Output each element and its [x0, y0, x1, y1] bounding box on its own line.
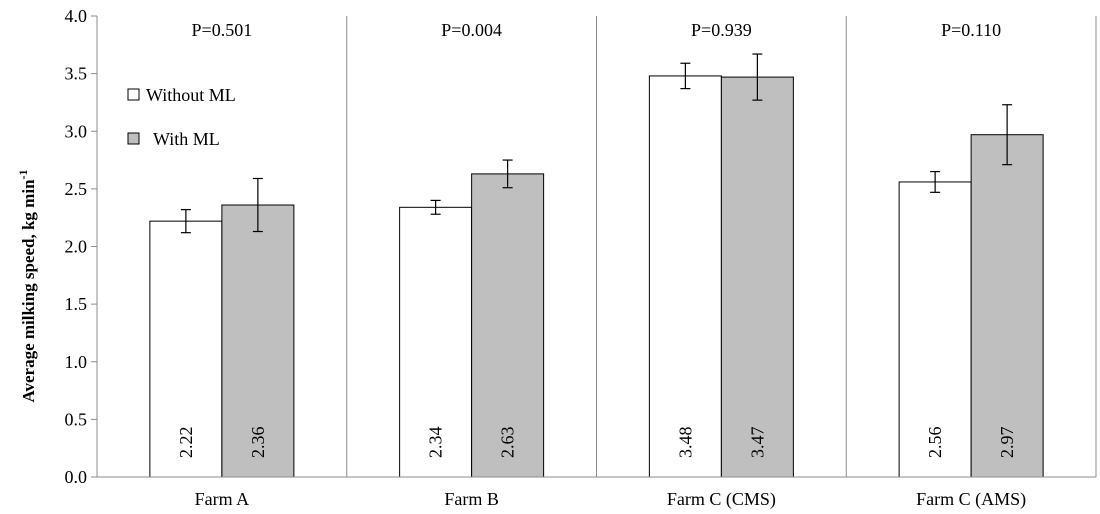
data-label: 3.48 — [675, 427, 695, 459]
y-tick-label: 4.0 — [65, 6, 88, 26]
data-label: 2.36 — [248, 427, 268, 459]
x-category-label: Farm B — [444, 489, 499, 509]
y-tick-label: 0.5 — [65, 409, 88, 429]
y-tick-label: 1.0 — [65, 352, 88, 372]
bar[interactable] — [399, 206, 473, 478]
legend-label[interactable]: With ML — [153, 129, 220, 149]
x-category-label: Farm C (AMS) — [916, 489, 1026, 510]
y-tick-label: 3.5 — [65, 64, 88, 84]
data-label: 2.22 — [176, 427, 196, 459]
bar[interactable] — [648, 75, 722, 478]
data-label: 2.56 — [925, 427, 945, 459]
plot-area: 0.0 0.5 1.0 1.5 2.0 2.5 3.0 3.5 4.0 P=0.501 Farm A… — [65, 6, 1097, 510]
legend-swatch[interactable] — [127, 132, 140, 145]
y-tick-label: 1.5 — [65, 294, 88, 314]
y-tick-label: 3.0 — [65, 121, 88, 141]
y-axis-title: Average milking speed, kg min-1 — [16, 169, 38, 402]
p-value-label: P=0.501 — [192, 20, 253, 40]
y-tick-label: 0.0 — [65, 467, 88, 487]
p-value-label: P=0.939 — [691, 20, 752, 40]
bar[interactable] — [471, 173, 545, 478]
x-category-label: Farm C (CMS) — [667, 489, 776, 510]
legend-swatch[interactable] — [127, 88, 140, 101]
y-axis-title-text: Average milking speed, kg min — [19, 179, 38, 403]
bar[interactable] — [898, 181, 972, 478]
data-label: 3.47 — [747, 427, 767, 459]
x-category-label: Farm A — [195, 489, 250, 509]
y-tick-label: 2.0 — [65, 237, 88, 257]
legend-label[interactable]: Without ML — [146, 85, 236, 105]
y-tick-label: 2.5 — [65, 179, 88, 199]
data-label: 2.34 — [426, 427, 446, 459]
p-value-label: P=0.004 — [441, 20, 502, 40]
data-label: 2.63 — [498, 427, 518, 459]
bar[interactable] — [970, 134, 1044, 478]
p-value-label: P=0.110 — [941, 20, 1001, 40]
y-axis-title-superscript: -1 — [16, 169, 30, 179]
data-label: 2.97 — [997, 427, 1017, 459]
bar[interactable] — [720, 76, 794, 478]
bar[interactable] — [221, 204, 295, 478]
